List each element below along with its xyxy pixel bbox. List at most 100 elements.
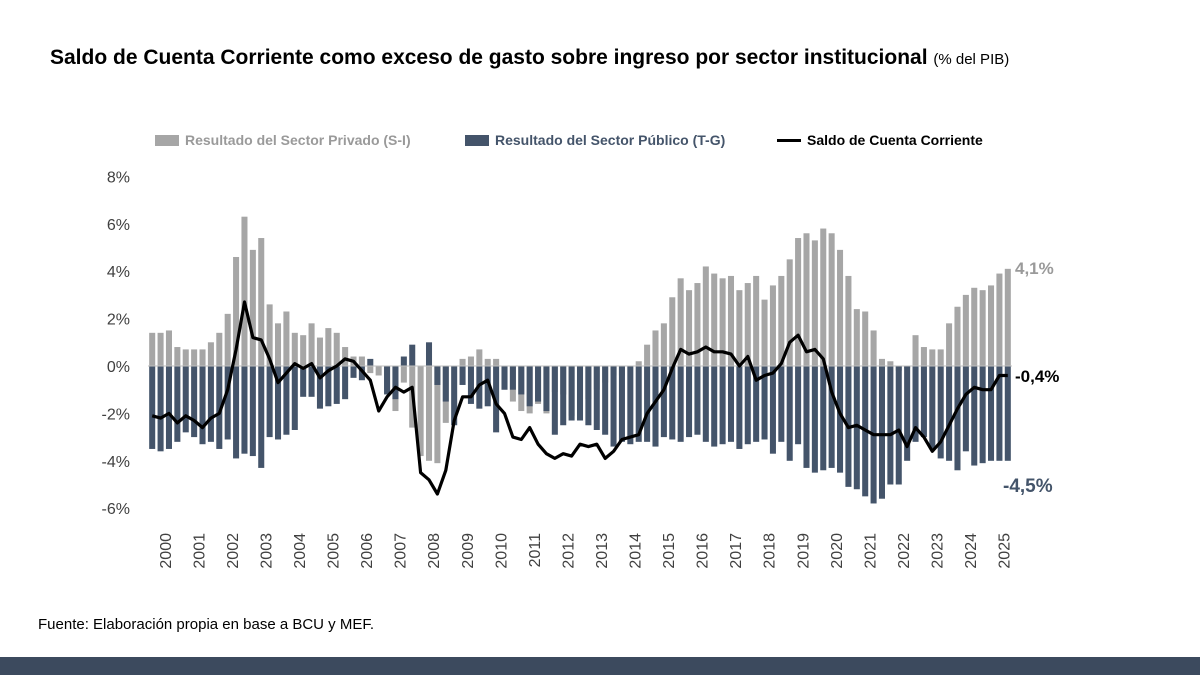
bar-privado [971, 287, 978, 366]
bar-privado [174, 347, 181, 366]
bar-publico [274, 366, 282, 440]
bar-publico [384, 366, 391, 395]
bar-privado [216, 332, 223, 366]
bar-publico [484, 366, 491, 407]
bar-publico [652, 366, 659, 447]
bar-privado [979, 290, 986, 366]
bar-publico [224, 366, 231, 440]
bar-publico [325, 366, 332, 407]
bar-privado [224, 313, 231, 366]
bar-privado [358, 356, 365, 366]
x-tick-label: 2023 [930, 533, 947, 569]
bar-publico [602, 366, 609, 435]
bar-privado [920, 347, 927, 366]
bar-privado [711, 273, 718, 366]
bar-privado [753, 275, 760, 366]
bar-publico [216, 366, 223, 449]
x-tick-label: 2020 [829, 533, 846, 569]
bar-privado [887, 361, 894, 366]
x-tick-label: 2018 [762, 533, 779, 569]
bar-publico [551, 366, 558, 435]
bar-publico [191, 366, 198, 438]
bar-privado [425, 366, 433, 461]
bar-publico [686, 366, 693, 438]
bar-publico [174, 366, 181, 442]
bar-publico [677, 366, 684, 442]
bar-publico [887, 366, 894, 485]
x-tick-label: 2017 [728, 533, 745, 569]
end-label-cuenta: -0,4% [1015, 367, 1059, 386]
y-tick-label: 4% [107, 264, 130, 281]
x-tick-label: 2021 [862, 533, 879, 569]
bar-privado [434, 366, 441, 464]
x-tick-label: 2025 [997, 533, 1014, 569]
bar-publico [249, 366, 256, 457]
bar-privado [929, 349, 936, 366]
bar-publico [543, 366, 550, 412]
y-tick-label: 2% [107, 312, 130, 329]
bar-privado [912, 335, 919, 366]
chart-title-text: Saldo de Cuenta Corriente como exceso de… [50, 46, 928, 69]
x-tick-label: 2009 [460, 533, 477, 569]
bar-privado [954, 306, 961, 366]
bar-publico [702, 366, 709, 442]
y-tick-label: 6% [107, 217, 130, 234]
bar-privado [316, 337, 323, 366]
bar-privado [467, 356, 474, 366]
bar-privado [459, 358, 466, 366]
bar-privado [417, 366, 424, 457]
bar-privado [795, 238, 802, 366]
bar-publico [920, 366, 927, 438]
x-tick-label: 2014 [628, 533, 645, 569]
bar-publico [308, 366, 315, 397]
bar-publico [820, 366, 827, 471]
bar-privado [493, 358, 500, 366]
bar-privado [870, 330, 877, 366]
legend-swatch-publico [465, 134, 489, 146]
x-tick-label: 2003 [258, 533, 275, 569]
bar-publico [266, 366, 273, 438]
bar-publico [635, 366, 642, 442]
bar-publico [971, 366, 978, 466]
bar-privado [946, 323, 953, 366]
bar-privado [157, 332, 164, 366]
bar-publico [660, 366, 667, 438]
legend-label-publico: Resultado del Sector Público (T-G) [495, 132, 726, 148]
bar-publico [929, 366, 936, 449]
bar-publico [425, 342, 433, 366]
x-tick-label: 2013 [594, 533, 611, 569]
bar-publico [442, 366, 449, 402]
bar-publico [300, 366, 307, 397]
bar-publico [996, 366, 1003, 461]
bar-privado [736, 290, 743, 366]
y-axis-ticks: 8% 6% 4% 2% 0% -2% -4% -6% [102, 169, 130, 518]
bar-privado [694, 283, 701, 366]
x-tick-label: 2002 [225, 533, 242, 569]
bar-privado [828, 233, 835, 366]
bar-publico [509, 366, 516, 390]
bar-publico [451, 366, 458, 426]
x-tick-label: 2008 [426, 533, 443, 569]
bar-privado [199, 349, 206, 366]
bar-publico [182, 366, 189, 433]
bar-privado [660, 323, 667, 366]
bar-publico [988, 366, 995, 461]
end-label-privado: 4,1% [1015, 259, 1054, 278]
bar-privado [727, 275, 735, 366]
bar-publico [744, 366, 751, 445]
bar-publico [937, 366, 944, 459]
bar-privado [283, 311, 290, 366]
bar-privado [769, 285, 776, 366]
y-tick-label: -6% [102, 501, 130, 518]
bar-publico [644, 366, 651, 442]
bar-privado [241, 216, 248, 366]
bar-privado [686, 290, 693, 366]
bar-privado [207, 342, 214, 366]
x-tick-label: 2016 [695, 533, 712, 569]
bar-publico [241, 366, 248, 454]
bar-publico [367, 358, 374, 366]
bar-publico [694, 366, 701, 435]
bar-privado [845, 275, 852, 366]
y-tick-label: -2% [102, 406, 130, 423]
bar-publico [803, 366, 810, 468]
